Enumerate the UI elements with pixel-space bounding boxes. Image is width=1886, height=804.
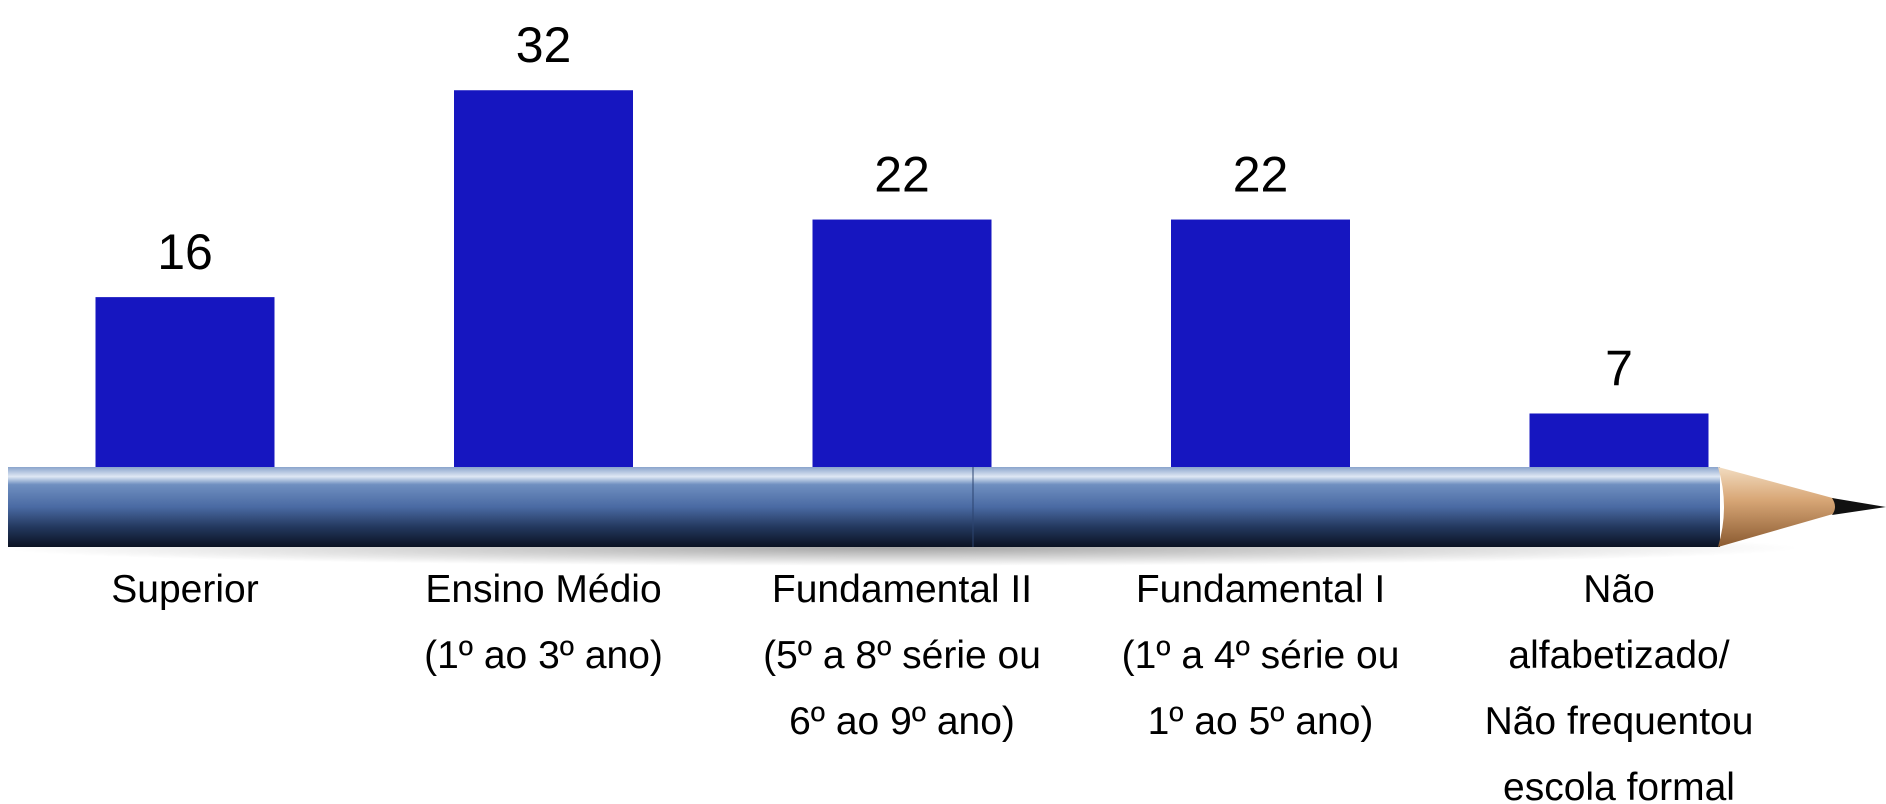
pencil: [0, 467, 1886, 566]
category-label: Superior: [111, 568, 259, 611]
category-label: Ensino Médio (1º ao 3º ano): [424, 568, 663, 677]
pencil-lead: [1832, 498, 1886, 515]
pencil-body: [8, 467, 1720, 547]
category-label: Fundamental I (1º a 4º série ou 1º ao 5º…: [1121, 568, 1400, 743]
value-label: 7: [1605, 340, 1633, 396]
category-label: Não alfabetizado/ Não frequentou escola …: [1484, 568, 1754, 804]
pencil-wood: [1718, 467, 1843, 547]
value-label: 32: [516, 17, 572, 73]
value-label: 22: [1233, 147, 1289, 203]
category-label: Fundamental II (5º a 8º série ou 6º ao 9…: [763, 568, 1041, 743]
bar: [454, 90, 633, 505]
value-label: 22: [874, 147, 930, 203]
bar: [1171, 219, 1350, 505]
bar: [812, 219, 992, 505]
value-label: 16: [157, 224, 213, 280]
